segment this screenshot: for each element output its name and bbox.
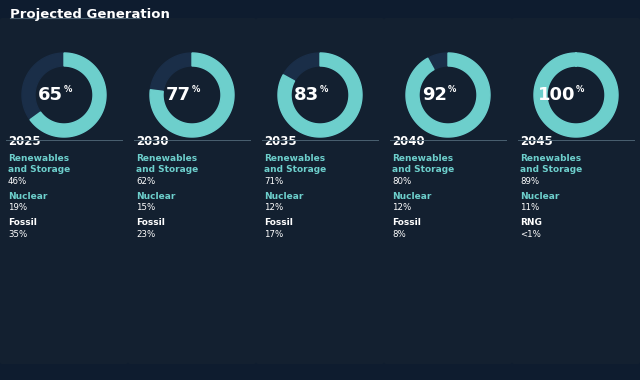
Polygon shape: [406, 53, 490, 137]
Text: 2040: 2040: [392, 135, 424, 148]
Text: Nuclear: Nuclear: [136, 192, 175, 201]
Text: Renewables: Renewables: [264, 154, 325, 163]
Text: 2030: 2030: [136, 135, 168, 148]
Text: <1%: <1%: [520, 230, 541, 239]
Text: Fossil: Fossil: [136, 218, 165, 227]
Polygon shape: [150, 53, 234, 137]
Text: Nuclear: Nuclear: [8, 192, 47, 201]
Text: 77: 77: [166, 86, 191, 104]
Text: Nuclear: Nuclear: [264, 192, 303, 201]
Text: 19%: 19%: [8, 203, 27, 212]
Text: RNG: RNG: [520, 218, 542, 227]
Text: and Storage: and Storage: [136, 166, 198, 174]
Text: 65: 65: [38, 86, 63, 104]
Text: and Storage: and Storage: [264, 166, 326, 174]
Text: Renewables: Renewables: [8, 154, 69, 163]
Text: Projected Generation: Projected Generation: [10, 8, 170, 21]
Text: 92: 92: [422, 86, 447, 104]
Polygon shape: [150, 53, 234, 137]
Polygon shape: [30, 53, 106, 137]
Text: 2035: 2035: [264, 135, 296, 148]
Text: 17%: 17%: [264, 230, 284, 239]
Text: 89%: 89%: [520, 177, 539, 186]
Text: and Storage: and Storage: [8, 166, 70, 174]
Text: 8%: 8%: [392, 230, 406, 239]
Text: Fossil: Fossil: [8, 218, 37, 227]
FancyBboxPatch shape: [0, 18, 128, 364]
Polygon shape: [534, 53, 618, 137]
Text: Renewables: Renewables: [520, 154, 581, 163]
Text: 12%: 12%: [264, 203, 284, 212]
Text: Fossil: Fossil: [264, 218, 293, 227]
Polygon shape: [22, 53, 106, 137]
Text: 62%: 62%: [136, 177, 156, 186]
Text: 12%: 12%: [392, 203, 412, 212]
Text: 83: 83: [294, 86, 319, 104]
Text: 46%: 46%: [8, 177, 28, 186]
Polygon shape: [278, 53, 362, 137]
Text: %: %: [448, 86, 456, 95]
Text: 71%: 71%: [264, 177, 284, 186]
Text: 11%: 11%: [520, 203, 540, 212]
Text: 35%: 35%: [8, 230, 28, 239]
Text: and Storage: and Storage: [392, 166, 454, 174]
Text: %: %: [64, 86, 72, 95]
Polygon shape: [534, 53, 618, 137]
Text: Renewables: Renewables: [136, 154, 197, 163]
FancyBboxPatch shape: [512, 18, 640, 364]
FancyBboxPatch shape: [128, 18, 256, 364]
Text: 15%: 15%: [136, 203, 156, 212]
Text: 80%: 80%: [392, 177, 412, 186]
Text: 23%: 23%: [136, 230, 156, 239]
Text: 100: 100: [538, 86, 575, 104]
Polygon shape: [406, 53, 490, 137]
Text: 2045: 2045: [520, 135, 553, 148]
Text: %: %: [320, 86, 328, 95]
FancyBboxPatch shape: [384, 18, 512, 364]
Text: 2025: 2025: [8, 135, 40, 148]
Text: Renewables: Renewables: [392, 154, 453, 163]
Text: and Storage: and Storage: [520, 166, 582, 174]
Text: %: %: [576, 86, 584, 95]
Polygon shape: [278, 53, 362, 137]
Text: Nuclear: Nuclear: [392, 192, 431, 201]
Text: %: %: [192, 86, 200, 95]
FancyBboxPatch shape: [256, 18, 384, 364]
Text: Nuclear: Nuclear: [520, 192, 559, 201]
Text: Fossil: Fossil: [392, 218, 421, 227]
